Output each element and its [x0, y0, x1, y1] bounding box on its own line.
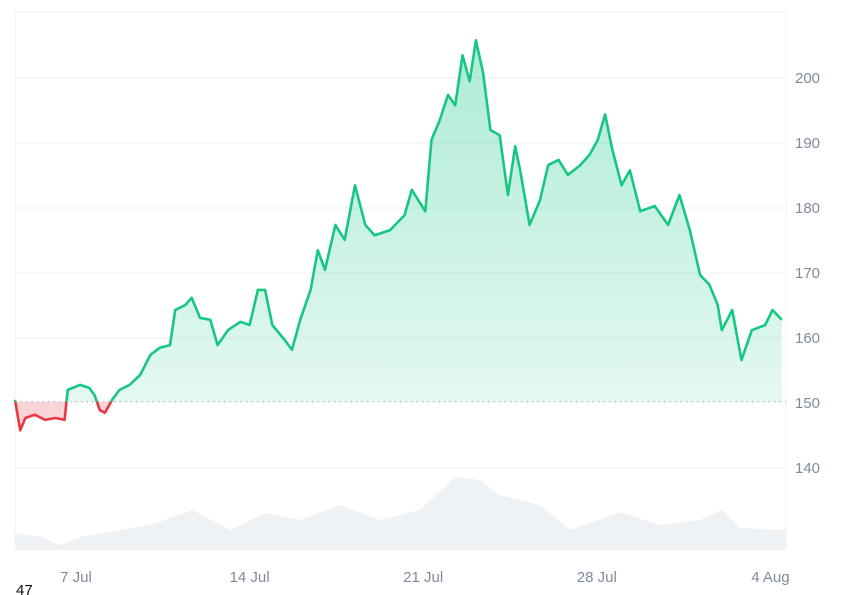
y-tick-label: 140 [795, 460, 820, 477]
x-tick-label: 14 Jul [230, 569, 270, 586]
price-area-down [15, 401, 112, 431]
price-line-up [13, 39, 783, 402]
y-tick-label: 200 [795, 70, 820, 87]
truncated-text: 47 [16, 583, 33, 595]
x-tick-label: 7 Jul [60, 569, 92, 586]
y-tick-label: 150 [795, 395, 820, 412]
volume-area [15, 477, 786, 550]
x-tick-label: 4 Aug [751, 569, 789, 586]
y-tick-label: 180 [795, 200, 820, 217]
price-area-up [15, 40, 782, 402]
y-tick-label: 170 [795, 265, 820, 282]
y-tick-label: 190 [795, 135, 820, 152]
x-tick-label: 21 Jul [403, 569, 443, 586]
y-tick-label: 160 [795, 330, 820, 347]
x-tick-label: 28 Jul [577, 569, 617, 586]
